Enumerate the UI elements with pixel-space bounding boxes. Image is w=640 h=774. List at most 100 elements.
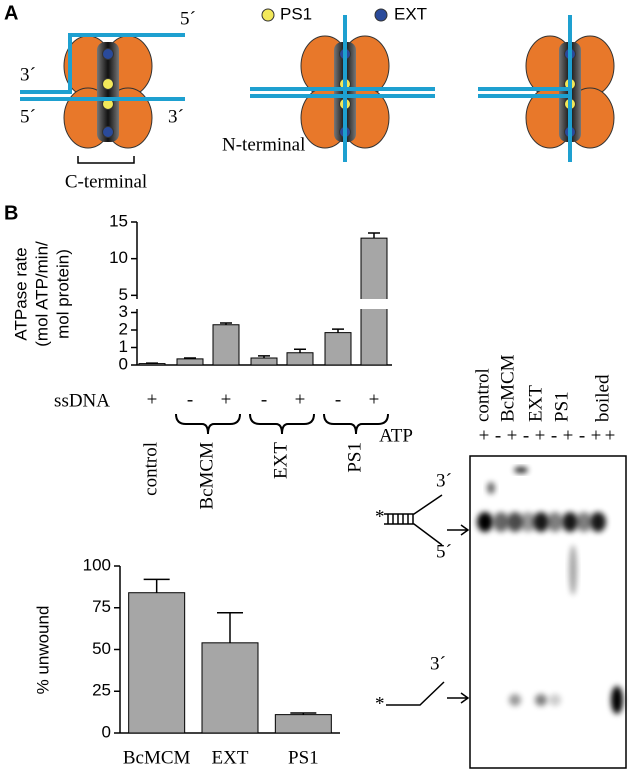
gel — [477, 467, 623, 714]
ssdna-sign: - — [335, 389, 341, 410]
atp-sign: + — [591, 425, 602, 446]
y-tick-label: 75 — [92, 597, 111, 616]
atp-sign: - — [551, 425, 557, 446]
gel-band — [576, 512, 592, 532]
y-tick-label: 100 — [83, 555, 111, 574]
error-bar — [290, 712, 317, 715]
gel-frame — [469, 455, 627, 769]
ssdna-sign: - — [261, 389, 267, 410]
bar — [212, 324, 240, 366]
duplex-substrate — [384, 494, 443, 546]
x-tick-label: PS1 — [288, 747, 319, 768]
gel-band — [590, 512, 606, 532]
x-tick-label: EXT — [212, 747, 249, 768]
gel-band — [487, 482, 495, 494]
ssdna-sign: + — [147, 389, 158, 410]
gel-band — [547, 512, 563, 532]
error-bar — [146, 362, 158, 364]
lane-label: EXT — [525, 385, 546, 422]
strand-label: 3´ — [20, 64, 36, 85]
atp-sign: + — [605, 425, 616, 446]
group-label: control — [140, 442, 161, 496]
strand-label: 3´ — [436, 470, 452, 491]
y-axis-label: ATPase rate — [11, 247, 30, 340]
y-tick-label: 15 — [109, 211, 128, 230]
bar — [274, 714, 332, 734]
gel-band — [533, 512, 549, 532]
gel-band — [477, 512, 493, 532]
lane-label: control — [472, 368, 493, 422]
n-terminal-label: N-terminal — [222, 134, 305, 155]
error-bar — [258, 355, 270, 358]
gel-band — [562, 512, 578, 532]
y-tick-label: 2 — [119, 319, 128, 338]
error-bar — [217, 612, 243, 643]
group-brace — [249, 413, 315, 435]
strand-label: 5´ — [20, 106, 36, 127]
y-tick-label: 25 — [92, 681, 111, 700]
label-marker: * — [375, 693, 385, 714]
y-tick-label: 0 — [119, 354, 128, 373]
channel — [97, 42, 119, 142]
gel-band — [507, 512, 523, 532]
unwinding-chart: 0 25 50 75 100 % unwound BcMCM EXT PS1 — [33, 555, 340, 768]
error-bar — [184, 357, 196, 359]
axis-break-gap — [359, 299, 389, 309]
y-axis-label: (mol ATP/min/ — [32, 241, 51, 347]
group-brace — [175, 413, 241, 435]
group-brace — [323, 413, 389, 435]
atp-sign: - — [495, 425, 501, 446]
error-bar — [332, 328, 344, 333]
legend-label: PS1 — [280, 4, 312, 23]
c-terminal-label: C-terminal — [65, 171, 147, 192]
gel-band — [509, 694, 521, 706]
dna-strand — [250, 15, 435, 162]
arrow — [447, 692, 470, 704]
lane-label: boiled — [592, 374, 613, 422]
atp-sign: - — [523, 425, 529, 446]
single-substrate — [386, 681, 445, 706]
strand-label: 3´ — [430, 653, 446, 674]
legend-swatch — [374, 8, 388, 22]
group-label: PS1 — [344, 442, 365, 473]
gel-band — [569, 545, 577, 595]
gel-band — [493, 512, 509, 532]
atp-sign: + — [479, 425, 490, 446]
lane-label: PS1 — [551, 391, 572, 422]
label-marker: * — [375, 506, 385, 527]
error-bar — [220, 322, 232, 325]
lane-label: BcMCM — [497, 354, 518, 422]
ssdna-sign: + — [369, 389, 380, 410]
atp-label: ATP — [379, 425, 413, 446]
y-tick-label: 5 — [119, 285, 128, 304]
site-dot — [102, 126, 114, 138]
legend-label: EXT — [394, 4, 427, 23]
error-bar — [143, 578, 170, 593]
ssdna-label: ssDNA — [54, 390, 110, 411]
group-label: EXT — [270, 442, 291, 479]
y-tick-label: 10 — [109, 248, 128, 267]
y-tick-label: 1 — [119, 337, 128, 356]
gel-band — [611, 686, 623, 714]
y-axis-label: % unwound — [33, 606, 52, 695]
y-axis-label: mol protein) — [53, 249, 72, 339]
error-bar — [294, 348, 306, 353]
panel-label: A — [4, 2, 18, 24]
panel-label: B — [4, 202, 18, 224]
gel-band — [535, 694, 547, 706]
bar — [176, 358, 204, 366]
bar — [201, 642, 259, 734]
bar — [286, 352, 314, 366]
strand-label: 5´ — [436, 541, 452, 562]
atp-sign: + — [507, 425, 518, 446]
bar — [250, 357, 278, 366]
atp-sign: - — [579, 425, 585, 446]
ssdna-sign: - — [187, 389, 193, 410]
site-dot — [102, 78, 114, 90]
site-dot — [102, 48, 114, 60]
gel-band — [520, 512, 536, 532]
arrow — [447, 524, 470, 536]
